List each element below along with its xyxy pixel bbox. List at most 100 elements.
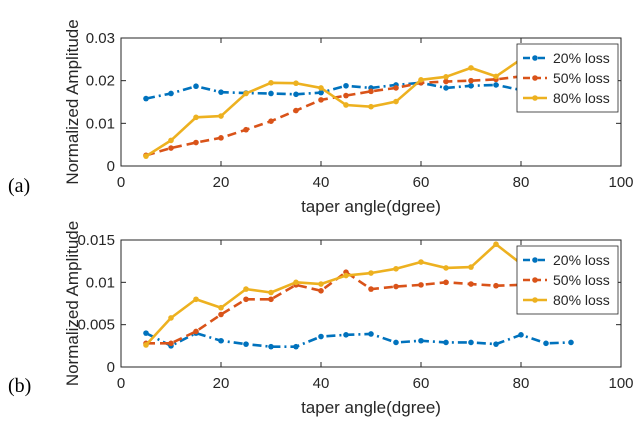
data-point bbox=[368, 286, 374, 292]
data-point bbox=[468, 264, 474, 270]
data-point bbox=[468, 77, 474, 84]
data-point bbox=[318, 97, 324, 103]
legend-label: 20% loss bbox=[553, 50, 610, 66]
data-point bbox=[443, 279, 449, 286]
data-point bbox=[218, 311, 224, 318]
data-point bbox=[368, 270, 374, 276]
data-point bbox=[418, 77, 424, 83]
legend-marker bbox=[532, 277, 538, 283]
x-tick-label: 20 bbox=[213, 174, 230, 191]
data-point bbox=[393, 283, 399, 290]
data-point bbox=[368, 103, 374, 110]
data-point bbox=[343, 92, 349, 99]
series-line-1 bbox=[145, 331, 572, 348]
data-point bbox=[193, 296, 199, 303]
data-point bbox=[268, 296, 274, 303]
data-point bbox=[143, 95, 149, 102]
panel-label: (a) bbox=[8, 175, 30, 197]
y-tick-label: 0.015 bbox=[77, 232, 115, 249]
legend-marker bbox=[532, 257, 538, 263]
data-point bbox=[293, 80, 299, 87]
data-point bbox=[168, 315, 174, 321]
data-point bbox=[243, 126, 249, 133]
data-point bbox=[493, 82, 499, 88]
x-tick-label: 0 bbox=[117, 375, 125, 392]
data-point bbox=[343, 332, 349, 338]
data-point bbox=[268, 90, 274, 97]
data-point bbox=[168, 145, 174, 151]
data-point bbox=[143, 342, 149, 348]
data-point bbox=[343, 272, 349, 279]
series-line-1 bbox=[145, 81, 572, 100]
data-point bbox=[493, 73, 499, 80]
y-tick-label: 0 bbox=[107, 158, 115, 175]
legend-label: 80% loss bbox=[553, 90, 610, 106]
data-point bbox=[218, 135, 224, 141]
data-point bbox=[493, 282, 499, 289]
x-axis-label: taper angle(dgree) bbox=[301, 398, 441, 417]
data-point bbox=[168, 90, 174, 97]
x-tick-label: 60 bbox=[413, 174, 430, 191]
data-point bbox=[443, 265, 449, 271]
series-line-3 bbox=[145, 45, 572, 158]
legend-marker bbox=[532, 75, 538, 81]
data-point bbox=[168, 340, 174, 347]
data-point bbox=[393, 339, 399, 346]
data-point bbox=[493, 341, 499, 347]
legend: 20% loss 50% loss 80% loss bbox=[516, 43, 619, 113]
data-point bbox=[268, 118, 274, 124]
y-tick-label: 0 bbox=[107, 359, 115, 376]
data-point bbox=[318, 288, 324, 294]
x-tick-label: 60 bbox=[413, 375, 430, 392]
data-point bbox=[468, 65, 474, 71]
y-axis-label: Normalized Amplitude bbox=[63, 19, 82, 184]
data-point bbox=[318, 85, 324, 91]
y-tick-label: 0.01 bbox=[86, 274, 115, 291]
data-point bbox=[218, 337, 224, 344]
x-tick-label: 100 bbox=[608, 375, 633, 392]
data-point bbox=[543, 340, 549, 347]
data-point bbox=[493, 241, 499, 248]
data-point bbox=[318, 333, 324, 340]
x-tick-label: 40 bbox=[313, 375, 330, 392]
data-point bbox=[143, 153, 149, 159]
data-point bbox=[168, 137, 174, 144]
data-point bbox=[243, 341, 249, 347]
data-point bbox=[418, 259, 424, 265]
panel-a: 0 20 40 60 80 100 0 0.01 0.02 0.03 taper angle(dgr… bbox=[8, 19, 634, 216]
data-point bbox=[443, 74, 449, 80]
data-point bbox=[143, 330, 149, 336]
series-group bbox=[143, 241, 574, 350]
plot-area bbox=[120, 239, 622, 368]
data-point bbox=[368, 331, 374, 337]
data-point bbox=[568, 339, 574, 346]
data-point bbox=[393, 98, 399, 105]
data-point bbox=[468, 281, 474, 287]
data-point bbox=[318, 281, 324, 287]
y-tick-label: 0.02 bbox=[86, 73, 115, 90]
data-point bbox=[218, 113, 224, 119]
data-point bbox=[468, 339, 474, 346]
plot-area bbox=[120, 37, 622, 167]
data-point bbox=[343, 102, 349, 108]
data-point bbox=[243, 296, 249, 303]
data-point bbox=[293, 279, 299, 286]
data-point bbox=[218, 89, 224, 95]
legend-label: 20% loss bbox=[553, 252, 610, 268]
data-point bbox=[243, 286, 249, 292]
data-point bbox=[468, 82, 474, 89]
panel-b: 0 20 40 60 80 100 0 0.005 0.01 0.015 taper angle(d… bbox=[8, 221, 634, 417]
legend-marker bbox=[532, 95, 538, 101]
x-tick-label: 40 bbox=[313, 174, 330, 191]
data-point bbox=[393, 85, 399, 91]
data-point bbox=[268, 80, 274, 86]
data-point bbox=[193, 139, 199, 146]
data-point bbox=[443, 85, 449, 91]
panel-label: (b) bbox=[8, 375, 31, 397]
x-tick-label: 80 bbox=[513, 375, 530, 392]
legend-marker bbox=[532, 55, 538, 61]
series-group bbox=[143, 43, 574, 159]
data-point bbox=[318, 89, 324, 96]
y-axis-label: Normalized Amplitude bbox=[63, 221, 82, 386]
